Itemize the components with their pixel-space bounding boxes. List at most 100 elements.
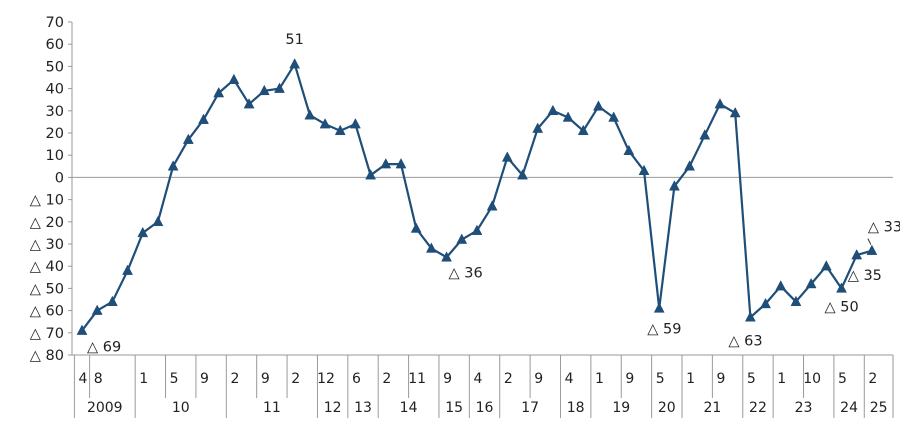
data-point-marker: [486, 200, 498, 211]
x-year-label: 15: [445, 400, 463, 416]
x-year-label: 18: [567, 400, 585, 416]
x-month-label: 1: [686, 371, 695, 387]
series-line: [81, 63, 873, 332]
y-tick-label: 60: [46, 37, 64, 53]
x-month-label: 1: [595, 371, 604, 387]
x-month-label: 11: [408, 371, 426, 387]
x-month-label: 10: [803, 371, 821, 387]
y-tick-label: 0: [55, 170, 64, 186]
x-year-label: 11: [263, 400, 281, 416]
data-point-marker: [198, 113, 209, 124]
data-point-marker: [638, 164, 650, 175]
data-point-marker: [380, 158, 392, 169]
data-point-marker: [395, 158, 407, 169]
x-month-label: 2: [230, 371, 239, 387]
data-point-marker: [213, 87, 225, 98]
data-label: △ 59: [647, 321, 681, 337]
data-point-marker: [274, 82, 285, 93]
x-month-label: 5: [656, 371, 665, 387]
data-point-marker: [517, 169, 528, 180]
data-point-marker: [653, 302, 665, 313]
data-point-marker: [350, 118, 361, 129]
x-month-label: 5: [838, 371, 847, 387]
data-point-marker: [562, 111, 574, 122]
series-line-group: [76, 58, 878, 335]
x-month-label: 2: [868, 371, 877, 387]
data-labels: △ 69 51 △ 36 △ 59 △ 63 △ 50 △ 35 △ 33: [87, 32, 900, 355]
data-point-marker: [258, 84, 270, 96]
data-label: △ 50: [825, 299, 859, 315]
data-point-marker: [137, 226, 149, 238]
data-label: 51: [285, 32, 303, 48]
x-month-label: 9: [625, 371, 634, 387]
x-month-label: 9: [717, 371, 726, 387]
x-month-label: 1: [777, 371, 786, 387]
x-year-label: 24: [840, 400, 858, 416]
x-month-label: 9: [443, 371, 452, 387]
data-point-marker: [623, 144, 635, 156]
y-tick-label: △ 40: [30, 259, 64, 275]
data-point-marker: [547, 104, 559, 116]
data-label: △ 33: [868, 220, 900, 236]
data-label: △ 36: [449, 265, 483, 281]
data-point-marker: [820, 260, 832, 271]
y-tick-label: △ 60: [30, 304, 64, 320]
data-point-marker: [410, 222, 422, 233]
data-label: △ 63: [728, 333, 762, 349]
x-year-label: 23: [795, 400, 813, 416]
data-point-marker: [334, 124, 346, 136]
y-tick-label: 20: [46, 126, 64, 142]
data-point-marker: [425, 242, 437, 253]
x-month-label: 8: [94, 371, 103, 387]
data-label: △ 69: [87, 340, 121, 356]
x-month-label: 2: [382, 371, 391, 387]
x-month-label: 2: [291, 371, 300, 387]
data-point-marker: [122, 264, 133, 275]
x-year-label: 2009: [87, 400, 123, 416]
x-month-label: 12: [317, 371, 335, 387]
data-point-marker: [760, 297, 771, 309]
x-year-label: 10: [172, 400, 190, 416]
y-tick-label: △ 30: [30, 237, 64, 253]
x-year-label: 21: [703, 400, 721, 416]
data-point-marker: [668, 180, 680, 191]
x-month-label: 9: [534, 371, 543, 387]
y-tick-label: 30: [46, 104, 64, 120]
x-month-label: 4: [565, 371, 574, 387]
data-point-marker: [365, 169, 377, 180]
data-point-marker: [501, 151, 513, 162]
data-point-marker: [699, 129, 711, 140]
y-tick-label: △ 70: [30, 326, 64, 342]
data-point-marker: [319, 118, 331, 129]
data-point-marker: [775, 280, 787, 291]
data-point-marker: [532, 122, 544, 133]
data-point-marker: [182, 133, 194, 144]
data-point-marker: [836, 282, 847, 293]
data-point-marker: [456, 233, 468, 244]
x-year-label: 16: [476, 400, 494, 416]
data-point-marker: [441, 251, 452, 262]
x-month-label: 4: [473, 371, 482, 387]
data-point-marker: [471, 224, 483, 235]
x-year-label: 13: [354, 400, 372, 416]
data-point-marker: [243, 98, 255, 109]
data-point-marker: [228, 73, 240, 84]
data-point-marker: [167, 160, 179, 171]
data-point-marker: [289, 58, 301, 69]
data-point-marker: [744, 311, 756, 322]
y-tick-label: 50: [46, 59, 64, 75]
data-point-marker: [76, 324, 88, 335]
y-tick-label: 70: [46, 15, 64, 31]
data-point-marker: [714, 98, 726, 109]
y-tick-label: △ 80: [30, 348, 64, 364]
x-year-label: 25: [870, 400, 888, 416]
data-point-marker: [866, 244, 878, 255]
data-point-marker: [106, 295, 118, 306]
x-year-label: 19: [612, 400, 630, 416]
data-point-marker: [790, 295, 802, 306]
y-tick-label: △ 20: [30, 215, 64, 231]
y-tick-label: 40: [46, 82, 64, 98]
x-year-label: 20: [658, 400, 676, 416]
